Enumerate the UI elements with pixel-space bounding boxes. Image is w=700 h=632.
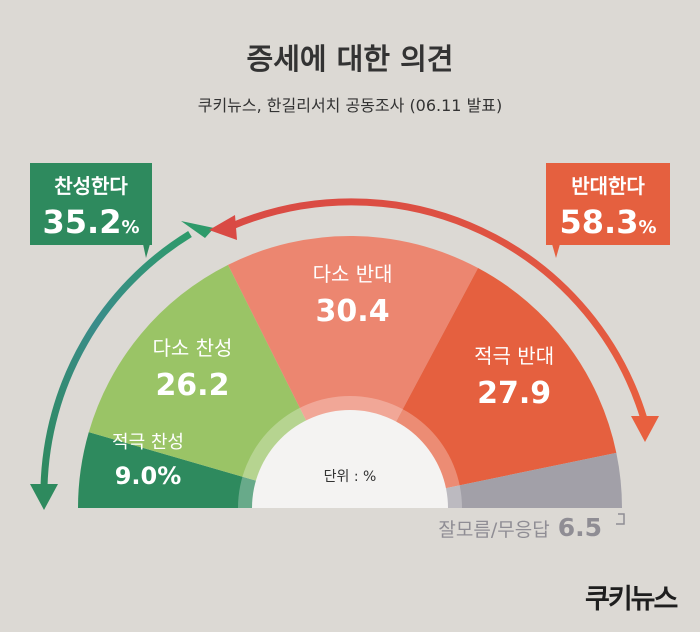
slice-name-label: 다소 반대 (313, 262, 393, 286)
slice-2 (228, 236, 479, 508)
agree-arrow-head-top (181, 221, 214, 238)
agree-callout: 찬성한다 35.2% (30, 163, 152, 258)
brand-logo: 쿠키뉴스 (585, 577, 678, 616)
brand-logo-text: 쿠키뉴스 (585, 584, 678, 615)
oppose-arc-arrow (230, 198, 648, 421)
slice-value-label: 27.9 (477, 376, 551, 411)
oppose-group-label: 반대한다 (571, 174, 645, 198)
slice-value-label: 9.0% (115, 462, 182, 490)
oppose-group-unit: % (638, 217, 656, 238)
slice-name-label: 적극 찬성 (112, 432, 184, 453)
center-hub (252, 410, 448, 508)
agree-arrow-head-bottom (30, 484, 58, 510)
oppose-arrow-head-right (631, 416, 659, 442)
slice-value-label: 30.4 (316, 294, 390, 329)
dont-know-label: 잘모름/무응답 (438, 519, 549, 541)
chart-subtitle: 쿠키뉴스, 한길리서치 공동조사 (06.11 발표) (197, 96, 503, 115)
svg-text:58.3%: 58.3% (560, 203, 657, 241)
oppose-callout: 반대한다 58.3% (546, 163, 670, 258)
agree-arc-arrow (40, 231, 192, 488)
agree-group-label: 찬성한다 (54, 174, 128, 198)
agree-group-unit: % (121, 217, 139, 238)
slice-name-label: 적극 반대 (474, 344, 554, 368)
agree-group-value: 35.2 (43, 203, 122, 241)
svg-text:35.2%: 35.2% (43, 203, 140, 241)
oppose-group-value: 58.3 (560, 203, 639, 241)
chart-title: 증세에 대한 의견 (246, 42, 454, 76)
dont-know-value: 6.5 (558, 513, 602, 542)
slice-name-label: 다소 찬성 (152, 336, 232, 360)
unit-label: 단위 : % (324, 469, 377, 485)
oppose-arrow-head-left (209, 215, 237, 240)
dont-know-callout: 잘모름/무응답 6.5 (438, 513, 625, 542)
slice-value-label: 26.2 (155, 368, 229, 403)
slice-labels-group: 적극 찬성 9.0% 다소 찬성 26.2 다소 반대 30.4 적극 반대 27.9 (112, 262, 554, 490)
